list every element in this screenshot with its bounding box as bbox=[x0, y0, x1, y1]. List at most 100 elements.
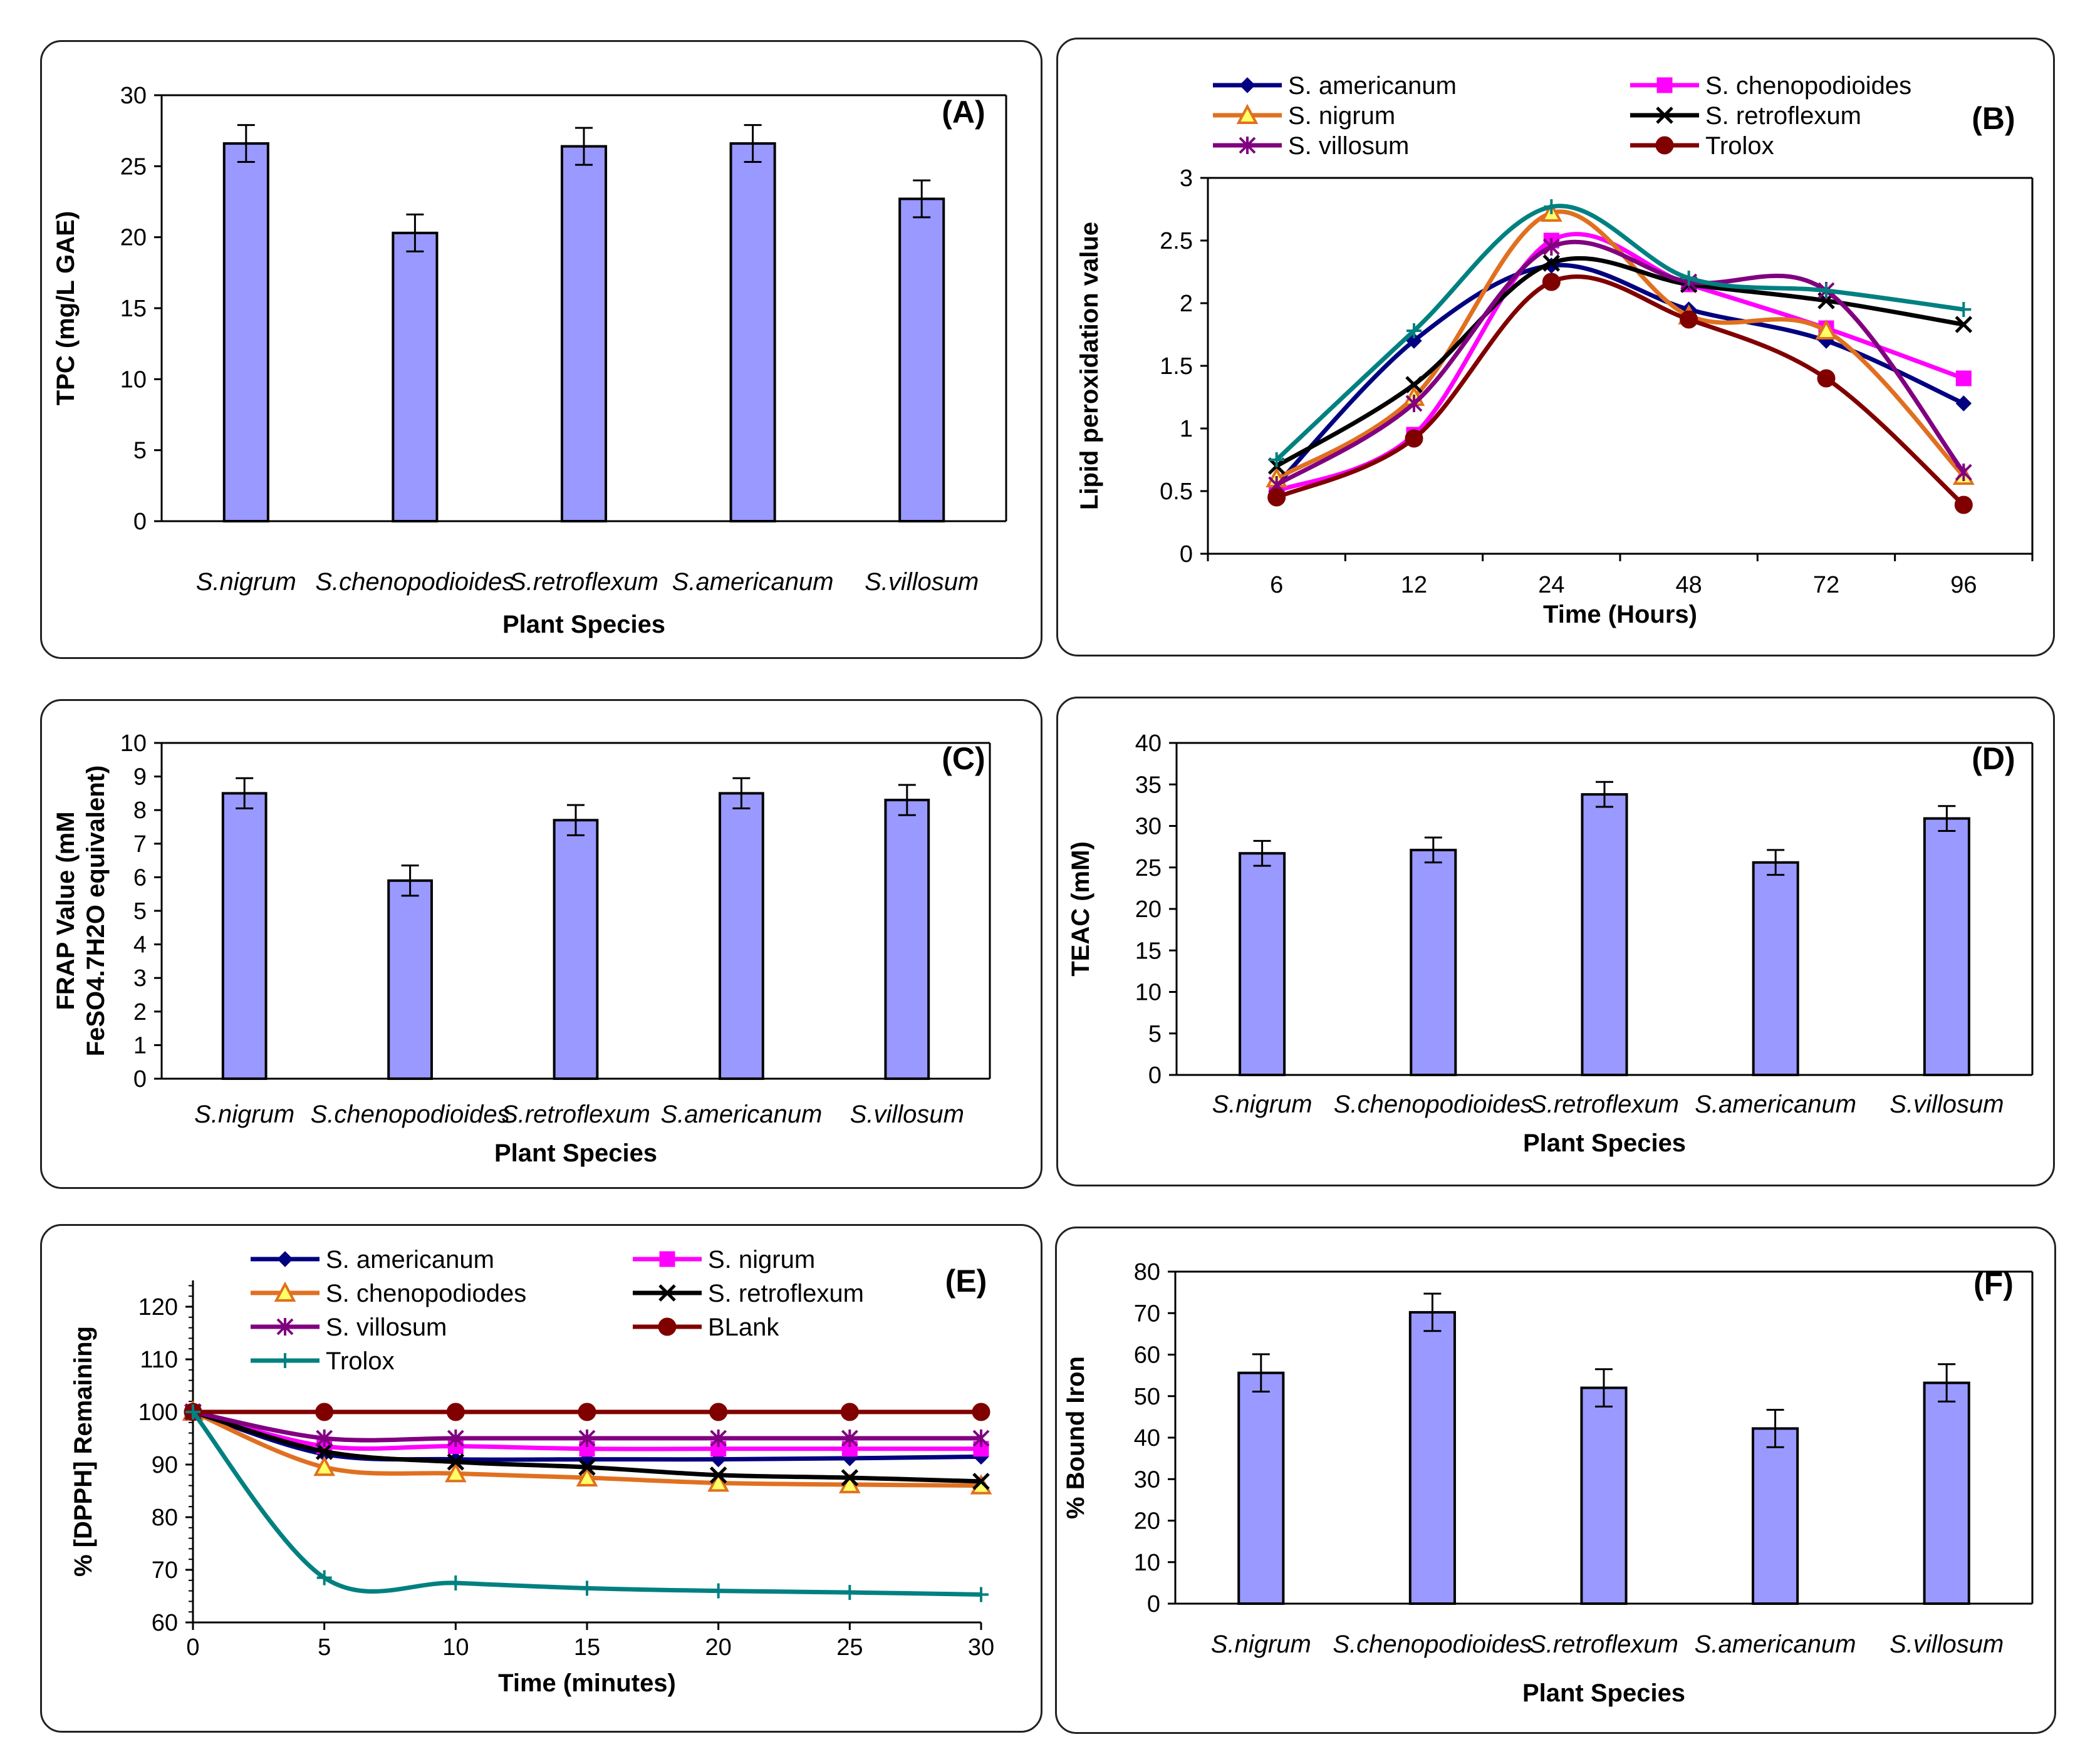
legend: S. americanum S. nigrum S. chenopodiodes S.… bbox=[251, 1246, 864, 1375]
data-point bbox=[1406, 323, 1422, 338]
legend-marker bbox=[1656, 106, 1673, 124]
y-tick-label: 5 bbox=[133, 898, 147, 925]
y-tick-label: 2 bbox=[1180, 291, 1193, 317]
y-tick-label: 10 bbox=[120, 366, 147, 393]
chart-c: 0 1 2 3 4 5 6 7 8 9 10 S.nigrum S.chenopodioidesS.re… bbox=[52, 730, 991, 1167]
bar bbox=[222, 142, 269, 523]
data-point bbox=[580, 1580, 595, 1596]
category-label: S.americanum bbox=[660, 1101, 822, 1128]
y-tick-label: 1 bbox=[1180, 416, 1193, 442]
x-tick-label: 30 bbox=[968, 1634, 994, 1661]
bar bbox=[392, 231, 439, 522]
category-label: S.villosum bbox=[865, 568, 979, 596]
x-axis-title: Plant Species bbox=[1522, 1679, 1685, 1707]
bar bbox=[719, 792, 764, 1081]
y-tick-label: 0 bbox=[133, 509, 147, 535]
data-point bbox=[1405, 376, 1423, 393]
category-label: S.retroflexum bbox=[1530, 1091, 1679, 1118]
data-point bbox=[972, 1473, 990, 1490]
data-point-stroke bbox=[1405, 376, 1423, 393]
data-point bbox=[185, 1404, 200, 1419]
y-tick-label: 80 bbox=[1134, 1259, 1160, 1285]
data-point bbox=[1956, 302, 1972, 317]
series-line bbox=[1276, 232, 1965, 494]
y-tick-label: 4 bbox=[133, 932, 147, 958]
series-line bbox=[1275, 256, 1964, 469]
legend-marker bbox=[658, 1317, 677, 1336]
data-point bbox=[316, 1570, 332, 1585]
category-label: S.villosum bbox=[1890, 1631, 2004, 1658]
y-tick-label: 2.5 bbox=[1160, 228, 1193, 254]
legend-label: S. americanum bbox=[1288, 72, 1457, 100]
data-point-stroke bbox=[315, 1443, 333, 1460]
panel-label: (C) bbox=[942, 741, 985, 776]
legend-label: S. chenopodioides bbox=[1705, 72, 1911, 100]
panel-c-frap bbox=[40, 699, 1042, 1189]
x-tick-label: 96 bbox=[1950, 572, 1977, 598]
chart-f: 0 10 20 30 40 50 60 70 80 S.nigrum S.chenopodioide… bbox=[1062, 1259, 2034, 1707]
chart-a: 0 5 10 15 20 25 30 S.nigrum S.chenopodioidesS.re… bbox=[52, 83, 1007, 638]
y-tick-label: 80 bbox=[152, 1505, 178, 1531]
x-axis-title: Time (Hours) bbox=[1543, 601, 1697, 628]
bar bbox=[553, 819, 599, 1081]
data-point bbox=[316, 1429, 333, 1447]
data-point bbox=[446, 1403, 465, 1421]
panel-label: (D) bbox=[1972, 741, 2015, 776]
data-point bbox=[709, 1466, 727, 1484]
panel-label: (B) bbox=[1972, 101, 2015, 136]
data-point bbox=[1542, 272, 1561, 291]
y-tick-label: 0 bbox=[1180, 541, 1193, 568]
data-point bbox=[315, 1443, 333, 1460]
x-tick-label: 20 bbox=[705, 1634, 732, 1661]
category-label: S.nigrum bbox=[1211, 1631, 1311, 1658]
y-tick-label: 30 bbox=[1135, 814, 1162, 840]
legend-label: S. villosum bbox=[326, 1314, 447, 1341]
legend-label: Trolox bbox=[1705, 132, 1774, 160]
category-label: S.nigrum bbox=[196, 568, 296, 596]
y-tick-label: 20 bbox=[1134, 1508, 1160, 1535]
legend-label: S. chenopodiodes bbox=[326, 1280, 526, 1307]
panel-f-bound-iron bbox=[1055, 1227, 2056, 1734]
y-tick-label: 25 bbox=[1135, 855, 1162, 881]
x-tick-label: 0 bbox=[186, 1634, 199, 1661]
y-tick-label: 15 bbox=[1135, 938, 1162, 964]
data-point bbox=[972, 1429, 990, 1447]
data-point bbox=[1405, 429, 1423, 448]
data-point bbox=[974, 1587, 989, 1602]
data-point bbox=[1955, 464, 1972, 481]
y-tick-label: 40 bbox=[1134, 1425, 1160, 1451]
chart-d: 0 5 10 15 20 25 30 35 40 S.nigrum S.chenopodioides… bbox=[1067, 730, 2034, 1157]
data-point bbox=[444, 1462, 467, 1483]
y-tick-label: 5 bbox=[1148, 1021, 1162, 1047]
legend-marker bbox=[1239, 137, 1256, 154]
data-point bbox=[709, 1403, 728, 1421]
y-tick-label: 120 bbox=[138, 1294, 178, 1320]
legend-label: Trolox bbox=[326, 1347, 395, 1375]
x-tick-label: 10 bbox=[442, 1634, 469, 1661]
y-tick-label: 6 bbox=[133, 864, 147, 891]
y-tick-label: 8 bbox=[133, 797, 147, 824]
data-point bbox=[1954, 495, 1973, 514]
legend-marker bbox=[1236, 103, 1259, 124]
data-point bbox=[1817, 369, 1836, 388]
y-axis-title: % Bound Iron bbox=[1062, 1356, 1089, 1519]
y-tick-label: 35 bbox=[1135, 772, 1162, 798]
y-tick-label: 0.5 bbox=[1160, 479, 1193, 505]
y-tick-label: 10 bbox=[120, 730, 147, 757]
x-axis-title: Plant Species bbox=[494, 1139, 657, 1167]
bar bbox=[1752, 861, 1799, 1077]
x-axis-title: Plant Species bbox=[1523, 1129, 1686, 1157]
data-point-stroke bbox=[709, 1466, 727, 1484]
legend-marker bbox=[278, 1353, 293, 1368]
data-point-stroke bbox=[972, 1473, 990, 1490]
y-tick-label: 7 bbox=[133, 831, 147, 858]
data-point-stroke bbox=[578, 1458, 596, 1476]
bar bbox=[1410, 848, 1457, 1077]
data-point bbox=[1815, 319, 1838, 340]
y-tick-label: 110 bbox=[140, 1347, 178, 1373]
series-line bbox=[1275, 239, 1966, 487]
x-tick-label: 24 bbox=[1538, 572, 1564, 598]
chart-b: 00.511.522.536 12 24 48 72 96S. americanum S. … bbox=[1076, 72, 2034, 628]
category-label: S.americanum bbox=[1695, 1631, 1856, 1658]
data-point bbox=[576, 1466, 598, 1486]
